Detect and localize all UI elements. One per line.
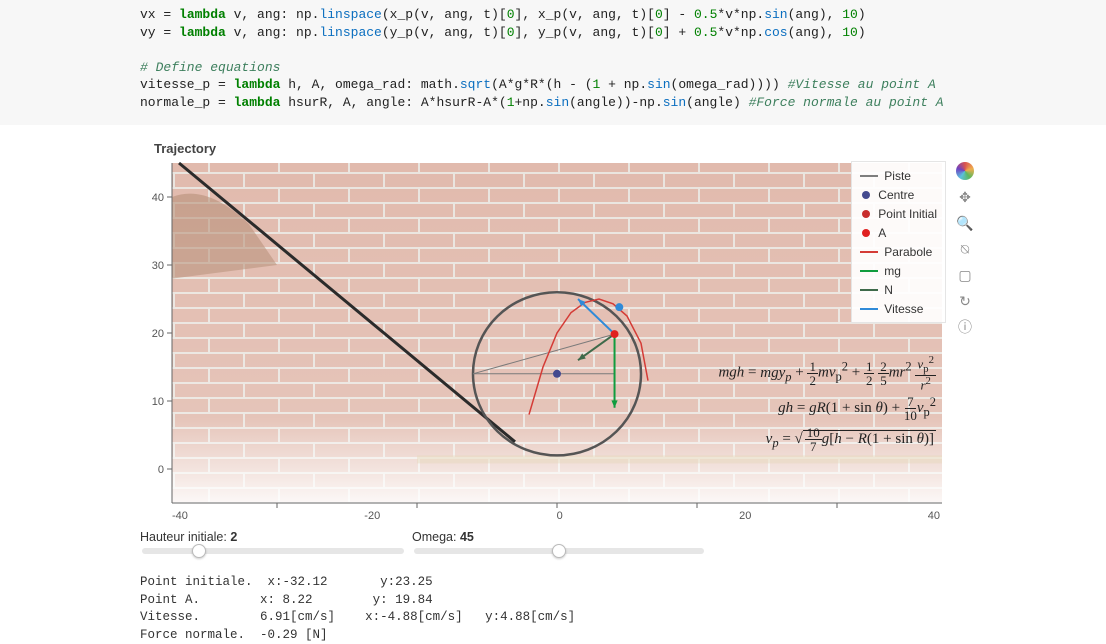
svg-text:20: 20 (152, 328, 164, 340)
svg-text:40: 40 (152, 192, 164, 204)
height-slider-label: Hauteur initiale: 2 (140, 530, 412, 544)
bokeh-logo-icon[interactable] (954, 160, 976, 182)
omega-slider-label: Omega: 45 (412, 530, 712, 544)
code-cell: vx = lambda v, ang: np.linspace(x_p(v, a… (0, 0, 1106, 125)
trajectory-plot[interactable]: 0 10 20 30 40 PisteCentrePoint InitialAParab… (140, 158, 948, 508)
svg-text:30: 30 (152, 260, 164, 272)
pan-tool-icon[interactable]: ✥ (954, 186, 976, 208)
svg-text:0: 0 (158, 464, 164, 476)
wheel-zoom-icon[interactable]: ⍉ (954, 238, 976, 260)
omega-slider[interactable] (414, 548, 704, 554)
plot-legend[interactable]: PisteCentrePoint InitialAParabolemgNVite… (851, 161, 946, 323)
x-axis-ticks: -40-2002040 (140, 508, 948, 522)
reset-icon[interactable]: ↻ (954, 290, 976, 312)
help-icon[interactable]: ⓘ (954, 316, 976, 338)
box-zoom-icon[interactable]: 🔍 (954, 212, 976, 234)
height-slider[interactable] (142, 548, 404, 554)
svg-text:10: 10 (152, 396, 164, 408)
chart-title: Trajectory (154, 141, 1080, 156)
plot-toolbar: ✥ 🔍 ⍉ ▢ ↻ ⓘ (952, 158, 978, 508)
equations-overlay: mgh = mgyp + 12mvp2 + 12 25mr2 vp2r2 gh … (718, 355, 936, 456)
data-readout: Point initiale. x:-32.12 y:23.25 Point A… (140, 574, 1080, 644)
save-icon[interactable]: ▢ (954, 264, 976, 286)
